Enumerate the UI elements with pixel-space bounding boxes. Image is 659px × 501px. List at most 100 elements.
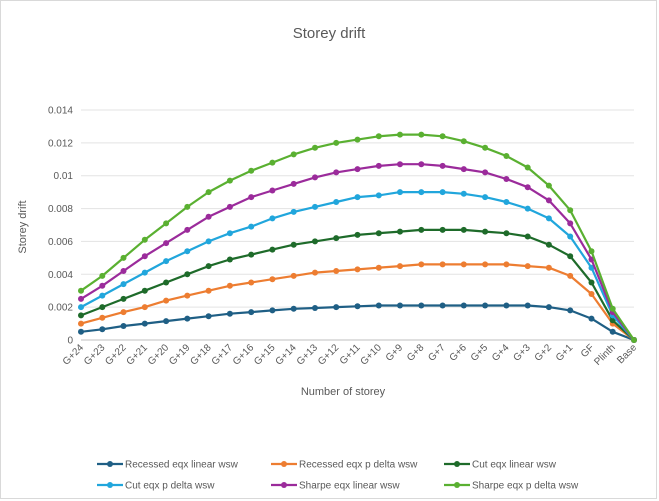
data-point [460,190,467,197]
data-point [333,268,340,274]
data-point [312,144,318,151]
data-point [418,261,425,268]
data-point [205,263,212,270]
data-point [545,197,552,204]
data-point [397,228,403,235]
data-point [333,235,340,242]
data-point [205,189,212,196]
data-point [333,169,340,176]
data-point [397,263,403,270]
data-point [503,153,510,159]
data-point [588,315,595,322]
data-point [397,131,403,138]
legend-marker [281,461,287,467]
data-point [99,292,106,299]
data-point [375,302,382,309]
y-tick-label: 0.006 [48,237,73,248]
data-point [120,281,127,288]
legend-label: Recessed eqx p delta wsw [299,460,418,471]
series-line [80,163,635,341]
data-point [439,162,446,169]
data-point [333,304,340,311]
data-point [439,226,446,233]
data-point [545,241,552,248]
data-point [397,189,403,196]
x-tick-label: G+2 [533,342,555,364]
y-tick-label: 0.008 [48,204,73,215]
data-point [141,320,148,327]
y-tick-label: 0.002 [48,303,73,314]
data-point [226,230,233,237]
x-tick-label: G+10 [359,342,385,368]
data-point [482,261,489,268]
data-point [333,199,340,205]
legend-label: Cut eqx p delta wsw [125,481,215,492]
data-point [163,297,170,304]
data-point [120,309,127,316]
series-1 [78,302,637,343]
data-point [354,266,361,273]
legend: Recessed eqx linear wsw Recessed eqx p de… [97,460,579,492]
data-point [545,215,552,222]
data-point [545,264,552,271]
data-point [78,295,84,302]
data-point [524,164,531,171]
x-tick-label: G+5 [469,342,491,364]
legend-item: Recessed eqx linear wsw [97,460,239,471]
y-tick-label: 0.012 [48,138,73,149]
data-point [184,315,191,322]
data-point [269,276,276,283]
data-point [248,279,255,286]
y-axis-title: Storey drift [17,200,29,253]
data-point [460,166,467,173]
data-point [205,238,212,245]
data-point [141,236,148,243]
legend-label: Sharpe eqx linear wsw [299,481,400,492]
x-tick-labels: G+24G+23G+22G+21G+20G+19G+18G+17G+16G+15… [61,342,640,368]
x-tick-label: G+24 [61,342,87,368]
data-point [248,167,255,174]
data-point [226,203,233,210]
data-point [78,328,84,335]
legend-marker [107,482,113,488]
series-lines [78,131,637,343]
data-point [482,144,489,151]
data-point [290,305,297,312]
data-point [78,320,84,327]
legend-item: Cut eqx p delta wsw [97,481,215,492]
data-point [312,305,318,311]
data-point [184,292,191,299]
legend-label: Recessed eqx linear wsw [125,460,239,471]
x-tick-label: G+6 [448,342,470,364]
data-point [567,253,574,260]
y-tick-label: 0.014 [48,106,73,117]
data-point [99,304,106,311]
data-point [460,138,467,145]
x-tick-label: G+18 [188,342,214,368]
series-5 [78,161,637,343]
data-point [354,136,361,143]
x-tick-label: G+17 [210,342,236,368]
data-point [205,287,212,294]
data-point [290,208,297,215]
data-point [609,305,616,312]
gridlines [81,109,634,341]
data-point [397,302,403,309]
data-point [460,302,467,309]
data-point [78,287,84,294]
x-tick-label: G+12 [316,342,342,368]
data-point [439,302,446,309]
data-point [163,318,170,325]
data-point [269,246,276,253]
data-point [418,161,425,168]
data-point [99,282,106,289]
data-point [588,264,595,271]
legend-label: Cut eqx linear wsw [472,460,557,471]
data-point [375,264,382,271]
data-point [290,151,297,158]
data-point [375,192,382,199]
data-point [439,133,446,140]
series-6 [78,131,637,343]
data-point [588,291,595,297]
